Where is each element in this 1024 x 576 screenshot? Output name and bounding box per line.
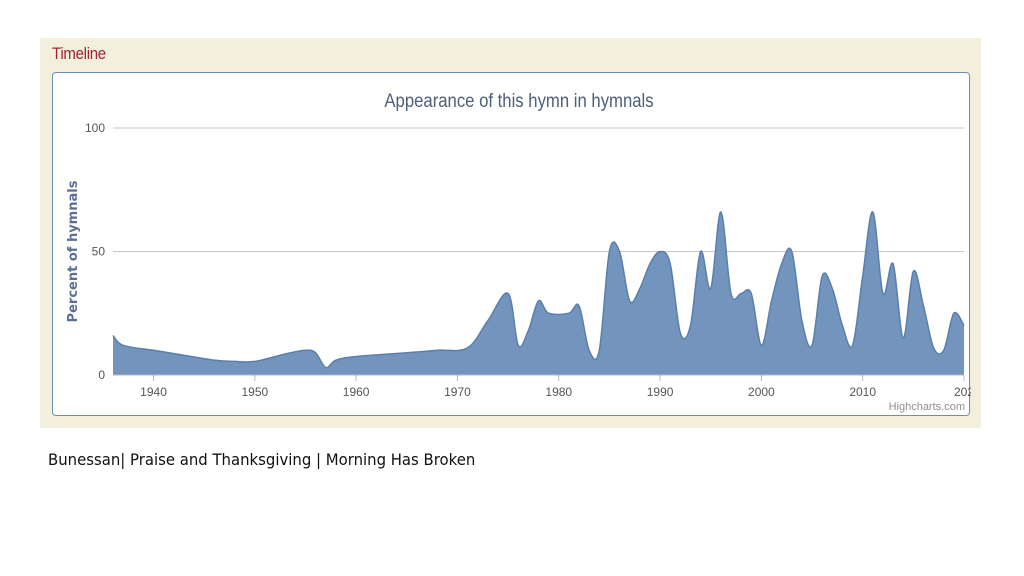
x-tick-label: 202 (954, 385, 971, 399)
x-tick-label: 1970 (444, 385, 471, 399)
timeline-chart: 0 50 100 1940 1950 1960 1970 1980 1990 2000 2010 20… (66, 90, 971, 413)
x-tick-label: 1960 (343, 385, 370, 399)
x-tick-label: 1940 (140, 385, 167, 399)
y-tick-label: 50 (92, 245, 106, 259)
x-tick-label: 2000 (748, 385, 775, 399)
panel-title: Timeline (52, 44, 106, 63)
series-line (112, 211, 965, 369)
y-tick-label: 100 (85, 121, 105, 135)
chart-container: 0 50 100 1940 1950 1960 1970 1980 1990 2000 2010 20… (52, 72, 971, 416)
x-tick-label: 2010 (849, 385, 876, 399)
slide-caption: Bunessan| Praise and Thanksgiving | Morn… (48, 450, 476, 469)
axes: 0 50 100 1940 1950 1960 1970 1980 1990 2000 2010 20… (85, 121, 971, 399)
credits-link[interactable]: Highcharts.com (889, 401, 965, 413)
series-area-fill (113, 211, 964, 375)
x-tick-label: 1990 (647, 385, 674, 399)
timeline-panel: Timeline 0 50 100 1940 1950 1960 1970 1980 1990 2… (40, 38, 981, 428)
chart-title: Appearance of this hymn in hymnals (384, 90, 653, 111)
y-axis-label: Percent of hymnals (66, 180, 81, 322)
x-tick-label: 1950 (241, 385, 268, 399)
y-tick-label: 0 (98, 368, 105, 382)
x-tick-label: 1980 (545, 385, 572, 399)
series-area (112, 211, 965, 375)
